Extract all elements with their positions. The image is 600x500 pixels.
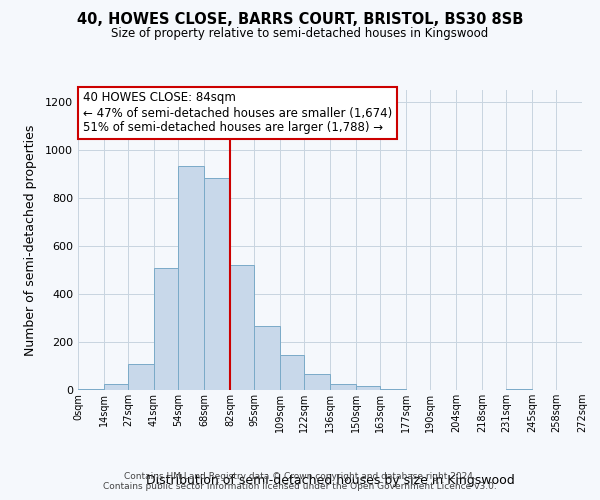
Text: Contains HM Land Registry data © Crown copyright and database right 2024.: Contains HM Land Registry data © Crown c… [124, 472, 476, 481]
Bar [128, 364, 154, 390]
Bar [280, 355, 304, 390]
Bar [78, 389, 104, 390]
Bar [154, 268, 178, 390]
Bar [104, 384, 128, 390]
Text: 40, HOWES CLOSE, BARRS COURT, BRISTOL, BS30 8SB: 40, HOWES CLOSE, BARRS COURT, BRISTOL, B… [77, 12, 523, 28]
Text: 40 HOWES CLOSE: 84sqm
← 47% of semi-detached houses are smaller (1,674)
51% of s: 40 HOWES CLOSE: 84sqm ← 47% of semi-deta… [83, 92, 392, 134]
Bar [178, 166, 204, 390]
Bar [204, 178, 230, 390]
Bar [254, 326, 280, 390]
Bar [506, 389, 532, 390]
Bar [356, 386, 380, 390]
Y-axis label: Number of semi-detached properties: Number of semi-detached properties [23, 124, 37, 356]
X-axis label: Distribution of semi-detached houses by size in Kingswood: Distribution of semi-detached houses by … [146, 474, 514, 487]
Bar [304, 374, 330, 390]
Bar [330, 384, 356, 390]
Text: Contains public sector information licensed under the Open Government Licence v3: Contains public sector information licen… [103, 482, 497, 491]
Text: Size of property relative to semi-detached houses in Kingswood: Size of property relative to semi-detach… [112, 28, 488, 40]
Bar [380, 389, 406, 390]
Bar [230, 265, 254, 390]
